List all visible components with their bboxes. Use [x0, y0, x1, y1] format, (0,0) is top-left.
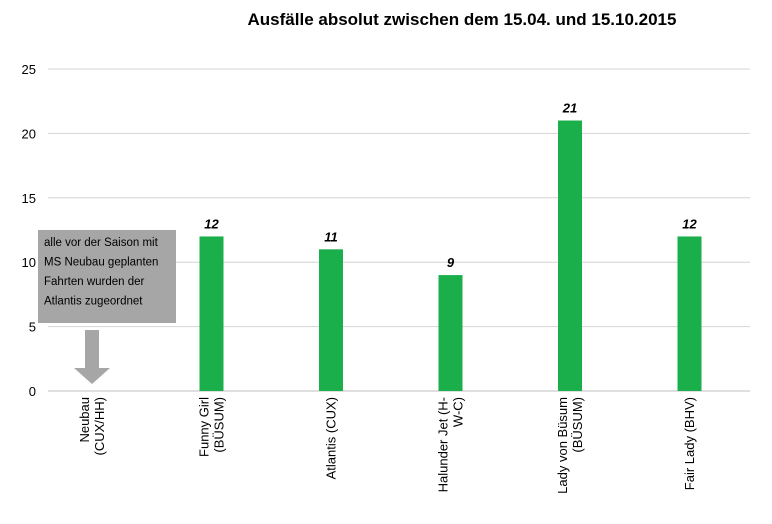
x-tick-text: Atlantis (CUX) — [324, 397, 339, 479]
annotation-box — [38, 230, 176, 323]
x-tick-line: (BÜSUM) — [570, 397, 585, 453]
annotation-line: Fahrten wurden der — [44, 276, 145, 288]
y-tick-label: 25 — [22, 62, 36, 77]
x-tick-text: Neubau(CUX/HH) — [77, 397, 107, 456]
x-tick-label: Funny Girl(BÜSUM) — [197, 397, 227, 457]
bar — [558, 120, 582, 392]
x-tick-label: Fair Lady (BHV) — [682, 397, 697, 490]
y-tick-label: 0 — [29, 384, 36, 399]
bars — [199, 120, 702, 392]
chart-title: Ausfälle absolut zwischen dem 15.04. und… — [248, 10, 677, 29]
x-tick-line: Neubau — [77, 397, 92, 443]
annotation-line: alle vor der Saison mit — [44, 237, 159, 249]
x-tick-line: Funny Girl — [197, 397, 212, 457]
bar — [438, 275, 463, 391]
data-label: 9 — [447, 255, 455, 270]
y-tick-label: 10 — [22, 255, 36, 270]
bar — [677, 236, 702, 391]
x-tick-text: Lady von Büsum(BÜSUM) — [555, 397, 585, 494]
data-label: 11 — [324, 229, 338, 244]
data-labels: 12 11 9 21 12 — [204, 101, 697, 271]
y-axis-ticks: 0 5 10 15 20 25 — [22, 62, 36, 399]
x-axis-ticks: Neubau(CUX/HH) Funny Girl(BÜSUM) Atlantis … — [77, 397, 697, 494]
x-tick-line: Lady von Büsum — [555, 397, 570, 494]
y-tick-label: 20 — [22, 126, 36, 141]
data-label: 12 — [682, 216, 697, 231]
annotation-line: Atlantis zugeordnet — [44, 296, 143, 308]
x-tick-text: Halunder Jet (H-W-C) — [436, 397, 466, 492]
x-tick-line: Halunder Jet (H- — [436, 397, 451, 492]
x-tick-text: Funny Girl(BÜSUM) — [197, 397, 227, 457]
x-tick-line: Fair Lady (BHV) — [682, 397, 697, 490]
data-label: 21 — [562, 101, 577, 116]
y-tick-label: 5 — [29, 320, 36, 335]
x-tick-line: (BÜSUM) — [212, 397, 227, 453]
annotation-arrow — [74, 330, 110, 384]
x-tick-label: Atlantis (CUX) — [324, 397, 339, 479]
x-tick-text: Fair Lady (BHV) — [682, 397, 697, 490]
x-tick-line: W-C) — [451, 397, 466, 427]
bar — [319, 249, 343, 391]
x-tick-label: Lady von Büsum(BÜSUM) — [555, 397, 585, 494]
x-tick-label: Neubau(CUX/HH) — [77, 397, 107, 456]
x-tick-line: (CUX/HH) — [92, 397, 107, 456]
annotation-text: alle vor der Saison mit MS Neubau geplant… — [44, 237, 159, 308]
x-tick-line: Atlantis (CUX) — [324, 397, 339, 479]
bar — [199, 236, 224, 391]
data-label: 12 — [204, 216, 219, 231]
x-tick-label: Halunder Jet (H-W-C) — [436, 397, 466, 492]
y-tick-label: 15 — [22, 191, 36, 206]
annotation-line: MS Neubau geplanten — [44, 257, 158, 269]
annotation: alle vor der Saison mit MS Neubau geplant… — [38, 230, 176, 384]
